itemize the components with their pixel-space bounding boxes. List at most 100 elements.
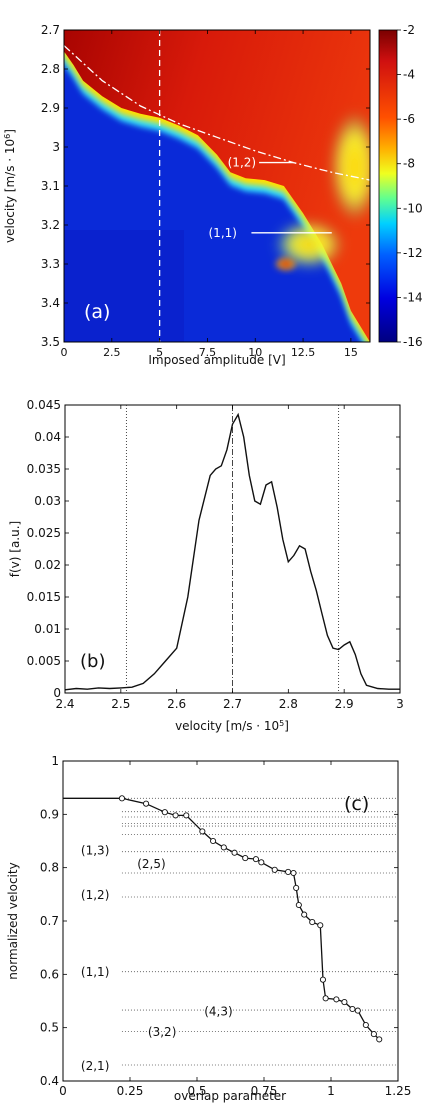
panel-a-label: (a) bbox=[84, 301, 110, 323]
velocity-marker bbox=[252, 856, 260, 863]
velocity-marker bbox=[285, 868, 292, 875]
colorbar-tick-label: -6 bbox=[403, 112, 415, 126]
heatmap-x-tick-label: 15 bbox=[344, 346, 358, 359]
velocity-marker bbox=[341, 999, 348, 1006]
velocity-marker bbox=[172, 812, 179, 819]
line-chart-c-x-tick-label: 0.75 bbox=[251, 1084, 278, 1098]
line-chart-b-y-tick-label: 0.015 bbox=[27, 590, 61, 604]
colorbar-tick-label: -16 bbox=[403, 335, 423, 349]
heatmap-red-spot bbox=[273, 256, 298, 272]
panel-c-line-chart: (1,3) (2,5) (1,2) (1,1) (4,3) (3,2) (2,1) 0 0.2… bbox=[6, 754, 411, 1103]
heatmap-y-ticks: 2.7 2.8 2.9 3 3.1 3.2 3.3 3.4 3.5 bbox=[41, 23, 370, 349]
velocity-marker bbox=[293, 884, 300, 891]
velocity-marker bbox=[258, 859, 265, 866]
line-chart-c-x-tick-label: 0.5 bbox=[187, 1084, 206, 1098]
dashdot-fit-curve bbox=[64, 45, 370, 181]
velocity-marker bbox=[161, 809, 168, 816]
mode-label: (3,2) bbox=[148, 1025, 176, 1039]
heatmap-x-tick-label: 10 bbox=[248, 346, 262, 359]
colorbar-tick-label: -12 bbox=[403, 246, 423, 260]
line-chart-c-y-tick-label: 1 bbox=[51, 754, 59, 768]
line-chart-b-x-tick-label: 2.6 bbox=[167, 697, 186, 711]
velocity-marker bbox=[220, 844, 227, 851]
line-chart-c-x-tick-label: 0 bbox=[59, 1084, 67, 1098]
velocity-marker bbox=[271, 866, 278, 873]
heatmap-deep-blue bbox=[64, 230, 184, 342]
heatmap-x-tick-label: 5 bbox=[156, 346, 163, 359]
line-chart-b-x-tick-label: 2.8 bbox=[279, 697, 298, 711]
velocity-marker bbox=[333, 996, 340, 1003]
line-chart-b-x-tick-label: 2.7 bbox=[223, 697, 242, 711]
heatmap-area bbox=[64, 30, 370, 342]
heatmap-y-axis-label: velocity [m/s · 106] bbox=[3, 129, 17, 243]
line-chart-c-y-tick-label: 0.6 bbox=[40, 967, 59, 981]
colorbar-tick-label: -14 bbox=[403, 290, 423, 304]
velocity-marker bbox=[362, 1021, 369, 1029]
line-chart-c-frame bbox=[62, 760, 399, 1082]
line-chart-c-y-tick-label: 0.8 bbox=[40, 861, 59, 875]
line-chart-b-x-axis-label: velocity [m/s · 105] bbox=[175, 719, 289, 733]
velocity-marker bbox=[317, 922, 324, 929]
line-chart-b-x-tick-label: 3 bbox=[396, 697, 404, 711]
line-chart-b-y-tick-label: 0.01 bbox=[34, 622, 61, 636]
heatmap-y-tick-label: 3.5 bbox=[41, 335, 60, 349]
heatmap-y-tick-label: 2.8 bbox=[41, 62, 60, 76]
panel-a-heatmap: (1,2) (1,1) 0 2.5 5 7.5 10 12.5 15 2.7 2.8 2.9 3 3.… bbox=[3, 23, 423, 367]
velocity-marker bbox=[319, 976, 327, 983]
colorbar-tick-label: -8 bbox=[403, 157, 415, 171]
velocity-marker bbox=[290, 869, 297, 877]
line-chart-c-y-tick-label: 0.5 bbox=[40, 1021, 59, 1035]
mode-labels: (1,3) (2,5) (1,2) (1,1) (4,3) (3,2) (2,1) bbox=[79, 842, 234, 1074]
velocity-marker bbox=[354, 1007, 361, 1014]
line-chart-c-y-tick-label: 0.7 bbox=[40, 914, 59, 928]
heatmap-red-region bbox=[64, 30, 370, 342]
velocity-marker bbox=[376, 1036, 383, 1043]
heatmap-y-tick-label: 3 bbox=[52, 140, 60, 154]
heatmap-x-tick-label: 2.5 bbox=[103, 346, 121, 359]
velocity-marker bbox=[231, 849, 238, 856]
velocity-marker bbox=[370, 1031, 377, 1038]
heatmap-x-tick-label: 12.5 bbox=[291, 346, 316, 359]
heatmap-yellow-blob bbox=[330, 111, 370, 222]
line-chart-c-x-axis-label: overlap parameter bbox=[174, 1089, 286, 1103]
line-chart-c-y-tick-label: 0.9 bbox=[40, 807, 59, 821]
velocity-marker bbox=[199, 828, 206, 835]
line-chart-b-y-axis-label: f(v) [a.u.] bbox=[8, 521, 22, 577]
mode-label: (1,3) bbox=[81, 844, 109, 858]
line-chart-c-y-ticks: 0.4 0.5 0.6 0.7 0.8 0.9 1 bbox=[40, 754, 398, 1088]
colorbar-tick-label: -4 bbox=[403, 68, 415, 82]
colorbar-ticks: -2 -4 -6 -8 -10 -12 -14 -16 bbox=[397, 23, 423, 349]
heatmap-x-tick-label: 7.5 bbox=[199, 346, 217, 359]
heatmap-annotation-label: (1,2) bbox=[228, 156, 256, 170]
colorbar-tick-label: -2 bbox=[403, 23, 415, 37]
line-chart-b-y-tick-label: 0.03 bbox=[34, 494, 61, 508]
velocity-marker bbox=[183, 812, 190, 819]
mode-label: (1,2) bbox=[81, 888, 109, 902]
heatmap-y-tick-label: 3.3 bbox=[41, 257, 60, 271]
line-chart-c-x-tick-label: 1 bbox=[327, 1084, 335, 1098]
line-chart-c-x-tick-label: 0.25 bbox=[117, 1084, 144, 1098]
line-chart-b-x-tick-label: 2.5 bbox=[111, 697, 130, 711]
line-chart-b-y-tick-label: 0.005 bbox=[27, 654, 61, 668]
line-chart-b-y-tick-label: 0.02 bbox=[34, 558, 61, 572]
velocity-marker bbox=[242, 855, 249, 862]
line-chart-b-y-tick-label: 0 bbox=[53, 686, 61, 700]
heatmap-y-tick-label: 3.2 bbox=[41, 218, 60, 232]
velocity-marker bbox=[309, 919, 316, 926]
line-chart-b-x-tick-label: 2.9 bbox=[335, 697, 354, 711]
colorbar bbox=[378, 29, 398, 343]
velocity-marker bbox=[143, 800, 150, 807]
heatmap-y-tick-label: 2.9 bbox=[41, 101, 60, 115]
line-chart-b-y-tick-label: 0.025 bbox=[27, 526, 61, 540]
heatmap-x-ticks: 0 2.5 5 7.5 10 12.5 15 bbox=[61, 30, 358, 359]
heatmap-x-tick-label: 0 bbox=[61, 346, 68, 359]
panel-c-label: (c) bbox=[344, 793, 369, 815]
colorbar-tick-label: -10 bbox=[403, 201, 423, 215]
line-chart-c-x-tick-label: 1.25 bbox=[385, 1084, 412, 1098]
line-chart-b-y-tick-label: 0.045 bbox=[27, 398, 61, 412]
line-chart-b-x-tick-label: 2.4 bbox=[55, 697, 74, 711]
panel-b-line-chart: 2.4 2.5 2.6 2.7 2.8 2.9 3 0 0.005 0.01 0.015 0.02 0… bbox=[8, 398, 404, 733]
distribution-curve bbox=[64, 412, 400, 691]
line-chart-b-reference-lines bbox=[125, 405, 340, 693]
